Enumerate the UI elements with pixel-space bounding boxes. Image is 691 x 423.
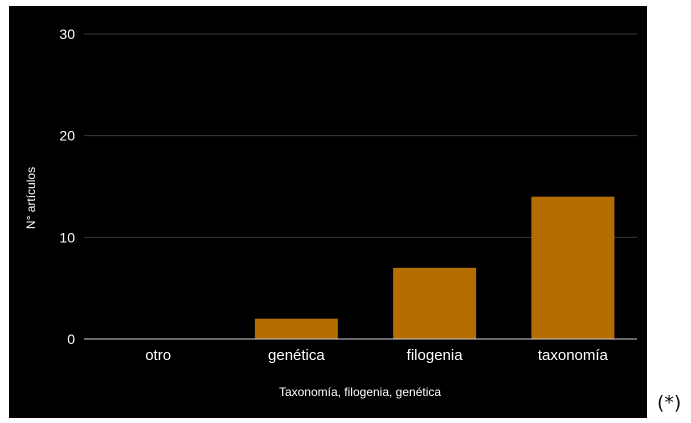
y-tick-labels: 0 10 20 30 bbox=[59, 26, 75, 347]
y-tick-label: 10 bbox=[59, 229, 75, 245]
bar-genética bbox=[254, 318, 338, 339]
bar-taxonomía bbox=[531, 196, 615, 339]
y-tick-label: 30 bbox=[59, 26, 75, 42]
footnote-marker: (*) bbox=[657, 392, 682, 414]
x-tick-label: filogenia bbox=[407, 347, 464, 364]
y-axis-label: N° artículos bbox=[24, 167, 38, 229]
x-tick-label: otro bbox=[145, 347, 171, 364]
bars bbox=[254, 196, 615, 339]
bar-filogenia bbox=[393, 267, 477, 339]
chart-container: 0 10 20 30 otro genética filogenia taxonomía T… bbox=[9, 6, 647, 418]
x-tick-label: genética bbox=[268, 347, 325, 364]
x-tick-label: taxonomía bbox=[538, 347, 609, 364]
x-tick-labels: otro genética filogenia taxonomía bbox=[145, 347, 608, 364]
y-tick-label: 0 bbox=[67, 331, 75, 347]
bar-chart: 0 10 20 30 otro genética filogenia taxonomía T… bbox=[24, 26, 637, 399]
x-axis-label: Taxonomía, filogenia, genética bbox=[279, 385, 441, 399]
y-tick-label: 20 bbox=[59, 128, 75, 144]
